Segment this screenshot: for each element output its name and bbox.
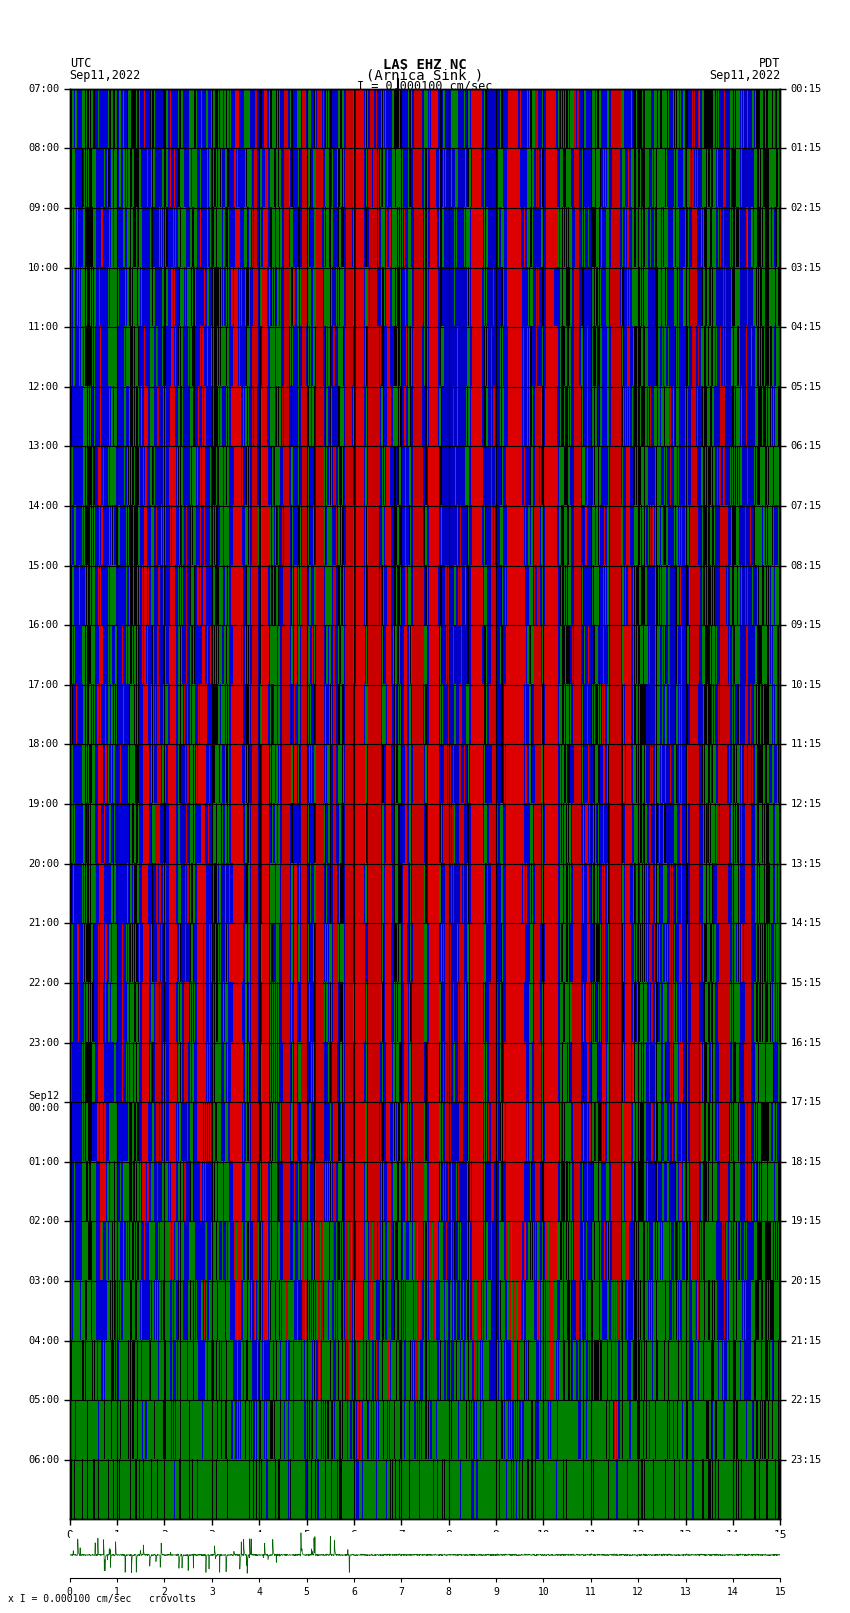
Text: Sep11,2022: Sep11,2022 (709, 69, 780, 82)
X-axis label: TIME (MINUTES): TIME (MINUTES) (372, 1542, 478, 1555)
Text: LAS EHZ NC: LAS EHZ NC (383, 58, 467, 71)
Text: UTC: UTC (70, 56, 91, 71)
Text: (Arnica Sink ): (Arnica Sink ) (366, 68, 484, 82)
Text: x I = 0.000100 cm/sec   crovolts: x I = 0.000100 cm/sec crovolts (8, 1594, 196, 1603)
Text: I = 0.000100 cm/sec: I = 0.000100 cm/sec (357, 79, 493, 92)
Text: Sep11,2022: Sep11,2022 (70, 69, 141, 82)
Text: PDT: PDT (759, 56, 780, 71)
